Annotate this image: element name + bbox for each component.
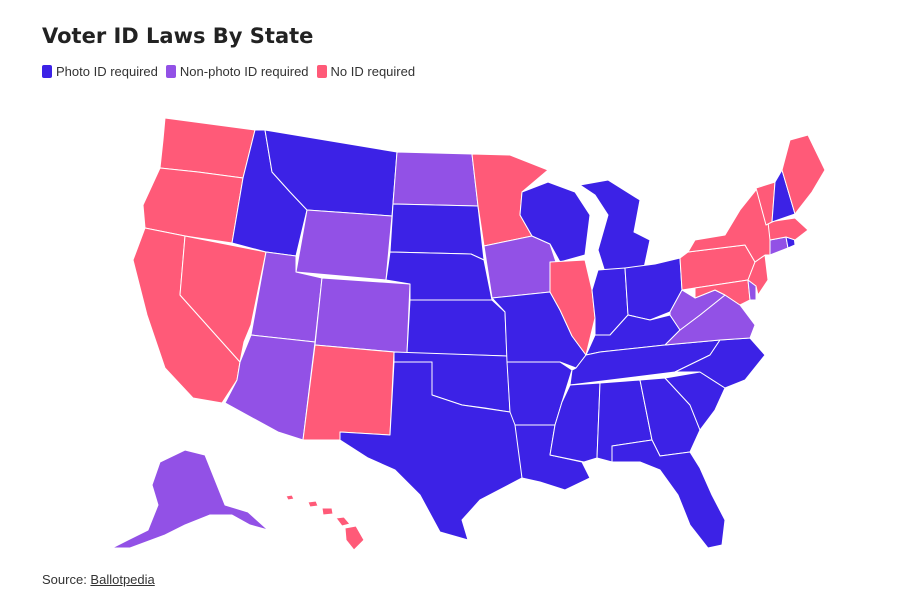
legend-item-photo[interactable]: Photo ID required [42, 64, 158, 79]
source-note: Source: Ballotpedia [42, 572, 155, 587]
legend: Photo ID required Non-photo ID required … [42, 64, 415, 79]
state-TX[interactable] [339, 361, 523, 541]
state-IA[interactable] [483, 235, 559, 299]
state-NC[interactable] [674, 337, 766, 389]
state-HI-4[interactable] [335, 516, 351, 527]
legend-item-none[interactable]: No ID required [316, 64, 416, 79]
state-WI[interactable] [519, 181, 591, 263]
legend-item-nonphoto[interactable]: Non-photo ID required [165, 64, 309, 79]
source-link[interactable]: Ballotpedia [90, 572, 155, 587]
legend-label-photo: Photo ID required [56, 64, 158, 79]
state-WY[interactable] [295, 209, 393, 281]
state-HI-1[interactable] [285, 494, 295, 501]
legend-swatch-photo [42, 65, 52, 78]
state-SD[interactable] [389, 203, 485, 261]
source-prefix: Source: [42, 572, 91, 587]
state-ME[interactable] [781, 134, 826, 215]
legend-swatch-nonphoto [165, 65, 176, 78]
state-KS[interactable] [406, 299, 508, 357]
state-HI-5[interactable] [344, 525, 365, 551]
legend-label-none: No ID required [330, 64, 416, 79]
state-HI-3[interactable] [321, 507, 334, 516]
state-FL[interactable] [611, 439, 726, 549]
legend-label-nonphoto: Non-photo ID required [179, 64, 309, 79]
state-ND[interactable] [392, 151, 479, 207]
state-CO[interactable] [314, 277, 411, 354]
state-HI-2[interactable] [307, 500, 319, 508]
legend-swatch-none [316, 65, 327, 78]
state-MA[interactable] [767, 217, 809, 241]
state-AK[interactable] [111, 449, 269, 549]
map-title: Voter ID Laws By State [42, 24, 314, 48]
state-OR[interactable] [142, 167, 244, 244]
state-NM[interactable] [302, 344, 395, 441]
state-MI[interactable] [579, 179, 651, 273]
